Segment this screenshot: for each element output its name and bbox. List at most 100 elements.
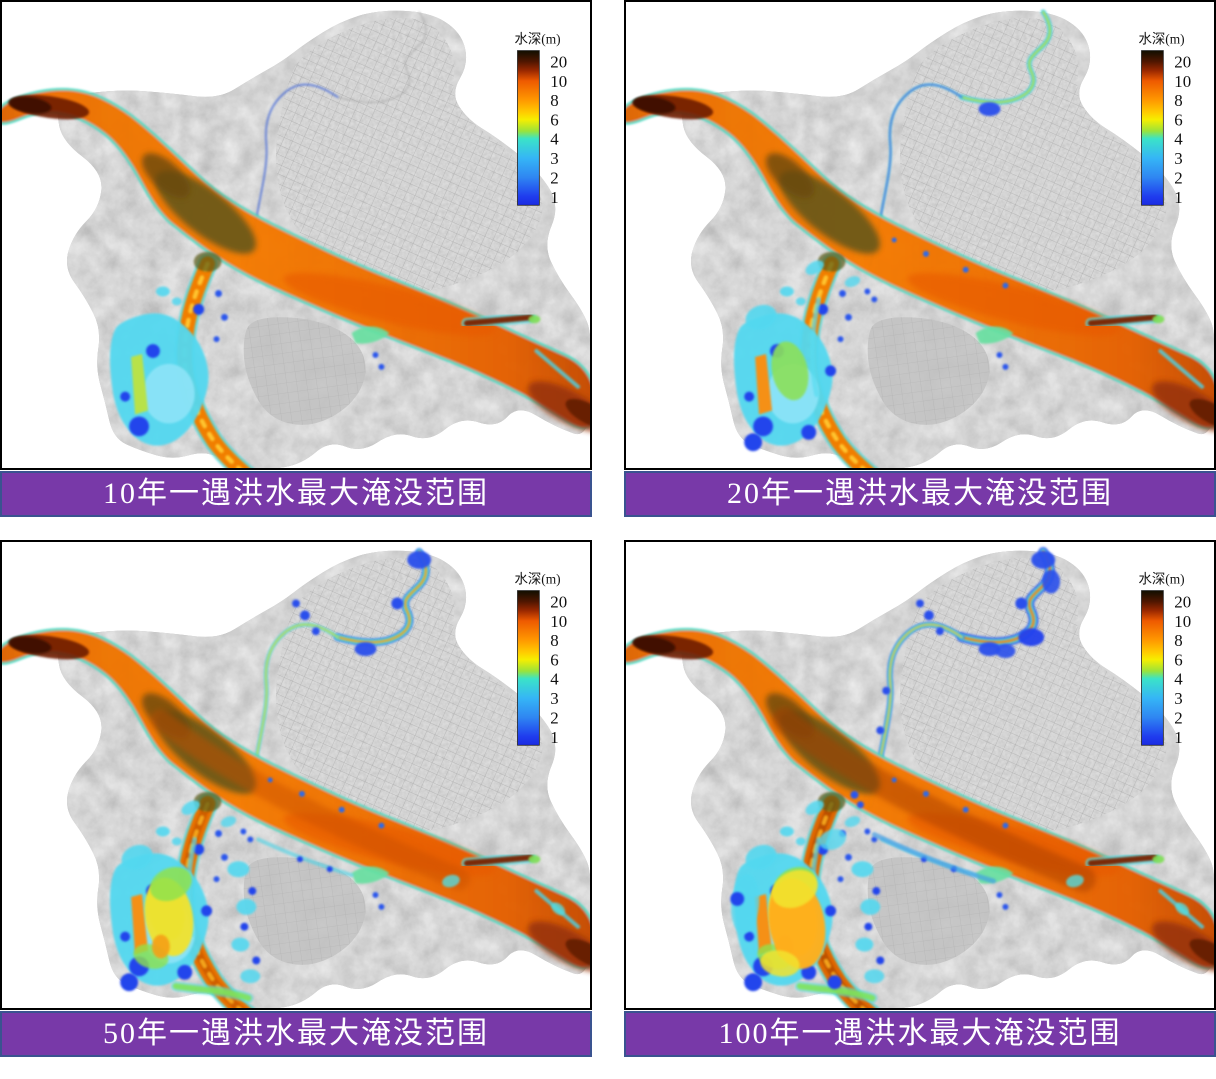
river-deep-core <box>907 272 1120 336</box>
legend-tick: 3 <box>1174 149 1182 168</box>
flood-pocket <box>996 891 1003 898</box>
legend-colorbar <box>517 50 540 206</box>
flood-pocket <box>193 303 205 315</box>
flood-pocket <box>129 416 149 437</box>
water-line <box>1087 854 1158 867</box>
flood-pocket <box>177 964 193 980</box>
water-line <box>256 837 354 878</box>
legend-colorbar <box>517 590 540 746</box>
legend-tick: 3 <box>550 689 558 708</box>
flood-pocket <box>916 599 924 608</box>
flood-patch <box>227 861 250 878</box>
flood-patch <box>236 898 257 915</box>
flood-patch <box>1018 628 1045 647</box>
flood-overlay <box>110 550 581 1004</box>
water-line <box>796 983 876 1002</box>
water-line <box>463 314 534 327</box>
flood-patch <box>143 363 195 424</box>
flood-pocket <box>247 836 254 843</box>
flood-patch <box>771 869 818 909</box>
legend-tick: 1 <box>1174 728 1182 747</box>
flood-pocket <box>845 853 852 861</box>
legend-tick: 1 <box>550 188 558 207</box>
legend-tick: 4 <box>550 670 559 689</box>
flood-patch <box>181 800 200 815</box>
legend-tick: 1 <box>550 728 558 747</box>
flood-pocket <box>1002 903 1009 910</box>
flood-pocket <box>856 801 864 809</box>
flood-pocket <box>935 627 944 636</box>
legend-tick: 2 <box>1174 708 1182 727</box>
flood-pocket <box>1002 282 1009 289</box>
flood-patch <box>149 866 192 902</box>
panel-caption-20yr: 20年一遇洪水最大淹没范围 <box>624 471 1216 517</box>
flood-pocket <box>839 290 847 297</box>
flood-patch <box>975 326 1014 344</box>
flood-pocket <box>864 288 871 295</box>
water-line <box>463 854 534 867</box>
legend-tick: 6 <box>550 111 558 130</box>
flood-patch <box>171 297 182 306</box>
legend-tick: 10 <box>550 612 567 631</box>
water-line <box>149 709 470 891</box>
flood-pocket <box>120 391 131 402</box>
flood-patch <box>351 326 390 344</box>
main-river <box>626 88 1214 432</box>
flood-map-panel-10yr: 水深(m) 20 10 8 6 4 3 2 1 10年一遇洪水最大淹没范围 <box>0 0 592 517</box>
map-canvas-50yr: 水深(m) 20 10 8 6 4 3 2 1 <box>0 540 592 1010</box>
flood-pocket <box>882 686 891 695</box>
legend-tick: 1 <box>1174 188 1182 207</box>
flood-map-panel-50yr: 水深(m) 20 10 8 6 4 3 2 1 50年一遇洪水最大淹没范围 <box>0 540 592 1057</box>
legend-tick: 20 <box>550 592 567 611</box>
flood-pocket <box>338 806 345 813</box>
flood-patch <box>771 341 809 401</box>
flood-overlay <box>734 102 1205 452</box>
legend-tick: 6 <box>1174 111 1182 130</box>
flood-pocket <box>817 303 829 315</box>
map-canvas-10yr: 水深(m) 20 10 8 6 4 3 2 1 <box>0 0 592 470</box>
flood-pocket <box>372 351 379 358</box>
flood-pocket <box>378 822 385 829</box>
flood-patch <box>844 276 861 287</box>
legend-tick: 20 <box>1174 52 1191 71</box>
city-street-grid <box>900 17 1167 292</box>
flood-pocket <box>864 828 871 835</box>
water-line <box>172 983 252 1002</box>
flood-pocket <box>850 790 859 799</box>
caption-text: 50年一遇洪水最大淹没范围 <box>103 1017 489 1050</box>
legend-tick: 20 <box>550 52 567 71</box>
flood-patch <box>1042 569 1061 594</box>
flood-pocket <box>378 903 385 910</box>
water-line <box>871 832 996 884</box>
legend-tick: 3 <box>1174 689 1182 708</box>
city-street-grid <box>276 17 543 292</box>
flood-patch <box>795 297 806 306</box>
water-line <box>336 550 428 644</box>
flood-patch <box>844 816 861 827</box>
flood-pocket <box>1015 597 1028 610</box>
flood-patch <box>779 826 794 837</box>
map-canvas-100yr: 水深(m) 20 10 8 6 4 3 2 1 <box>624 540 1216 1010</box>
legend-tick: 8 <box>1174 91 1182 110</box>
legend-title: 水深(m) <box>515 572 561 587</box>
flood-patch <box>131 893 149 955</box>
flood-patch <box>819 828 847 850</box>
flood-patch <box>354 642 377 657</box>
flood-pocket <box>871 296 878 303</box>
flood-patch <box>864 969 885 984</box>
flood-patch <box>528 315 541 324</box>
flood-pocket <box>837 876 844 883</box>
legend-tick: 3 <box>550 149 558 168</box>
flood-pocket <box>252 956 261 965</box>
flood-pocket <box>311 627 320 636</box>
flood-patch <box>978 642 1001 657</box>
river-junction <box>193 791 222 812</box>
flood-patch <box>151 934 170 959</box>
flood-pocket <box>120 973 139 992</box>
water-line <box>806 801 866 1008</box>
flood-pocket <box>299 610 310 621</box>
